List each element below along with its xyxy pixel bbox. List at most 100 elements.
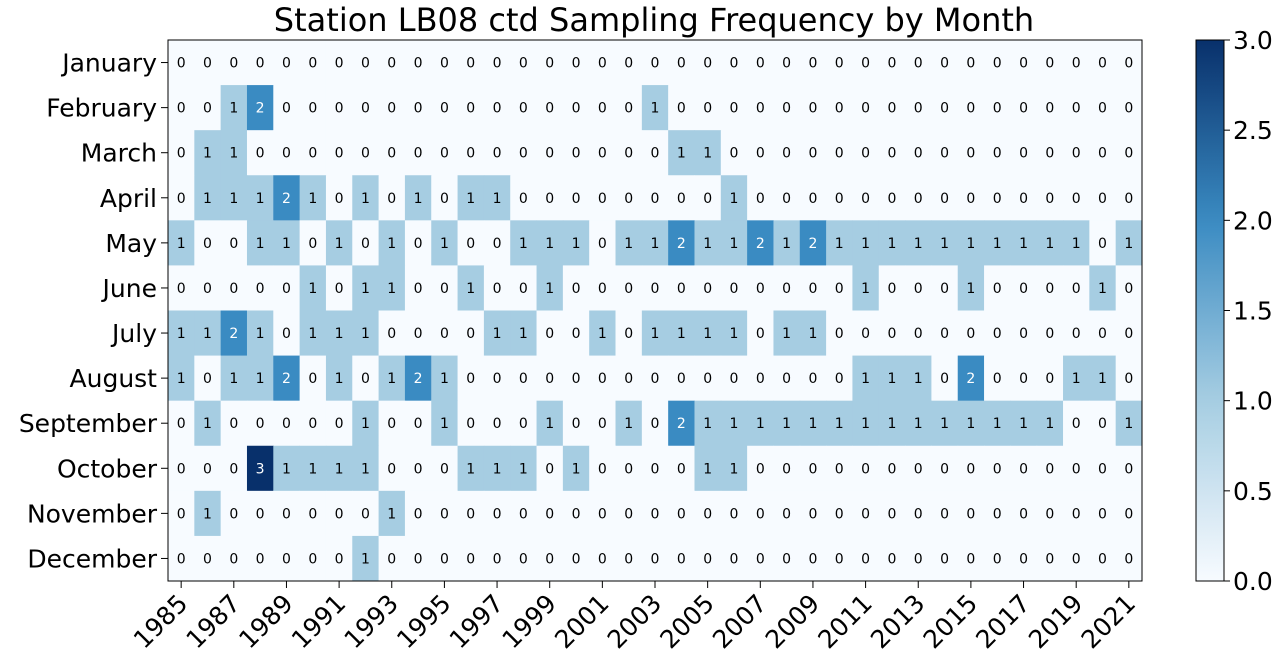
heatmap-cell <box>536 490 564 537</box>
cell-value-label: 1 <box>519 326 528 342</box>
cell-value-label: 0 <box>203 101 212 117</box>
cell-value-label: 0 <box>466 101 475 117</box>
heatmap-cell <box>773 490 801 537</box>
cell-value-label: 1 <box>229 146 238 162</box>
cell-value-label: 0 <box>730 281 739 297</box>
x-tick-label: 2019 <box>1023 589 1088 654</box>
heatmap-cell <box>1036 535 1064 582</box>
colorbar-tick-label: 0.0 <box>1233 567 1273 596</box>
cell-value-label: 0 <box>519 146 528 162</box>
heatmap-cell <box>984 130 1011 176</box>
cell-value-label: 0 <box>914 551 923 567</box>
cell-value-label: 0 <box>1098 146 1107 162</box>
cell-value-label: 0 <box>756 56 765 72</box>
heatmap-cell <box>668 490 695 537</box>
heatmap-cell <box>878 85 906 131</box>
heatmap-cell <box>299 220 327 266</box>
heatmap-cell <box>325 130 353 176</box>
cell-value-label: 1 <box>914 236 923 252</box>
heatmap-cell <box>826 85 853 131</box>
heatmap-cell <box>220 220 248 266</box>
heatmap-cell <box>352 220 379 266</box>
cell-value-label: 2 <box>808 236 817 252</box>
cell-value-label: 1 <box>440 371 449 387</box>
heatmap-cell <box>641 400 669 447</box>
heatmap-cell <box>299 445 327 492</box>
heatmap-cell <box>773 40 801 86</box>
x-tick-label: 1999 <box>496 589 561 654</box>
cell-value-label: 1 <box>861 281 870 297</box>
cell-value-label: 0 <box>808 371 817 387</box>
cell-value-label: 1 <box>703 461 712 477</box>
heatmap-cell <box>905 130 932 176</box>
colorbar-tick-label: 1.0 <box>1233 387 1273 416</box>
cell-value-label: 0 <box>1098 461 1107 477</box>
colorbar-gradient <box>1195 39 1225 582</box>
cell-value-label: 2 <box>282 371 291 387</box>
cell-value-label: 2 <box>756 236 765 252</box>
heatmap-cell <box>194 265 222 311</box>
cell-value-label: 0 <box>703 506 712 522</box>
cell-value-label: 0 <box>572 371 581 387</box>
cell-value-label: 0 <box>677 506 686 522</box>
heatmap-cell <box>720 400 748 447</box>
heatmap-cell <box>483 265 511 311</box>
cell-value-label: 0 <box>308 101 317 117</box>
cell-value-label: 1 <box>203 506 212 522</box>
cell-value-label: 0 <box>440 326 449 342</box>
heatmap-cell <box>668 40 695 86</box>
heatmap-cell <box>905 175 932 221</box>
heatmap-cell <box>220 85 248 131</box>
cell-value-label: 1 <box>414 191 423 207</box>
cell-value-label: 0 <box>703 371 712 387</box>
heatmap-cell <box>957 175 985 221</box>
cell-value-label: 1 <box>887 416 896 432</box>
cell-value-label: 0 <box>808 56 817 72</box>
heatmap-cell <box>957 400 985 447</box>
cell-value-label: 0 <box>914 326 923 342</box>
heatmap-cell <box>273 220 301 266</box>
cell-value-label: 0 <box>624 56 633 72</box>
heatmap-cell <box>1089 490 1117 537</box>
cell-value-label: 0 <box>493 551 502 567</box>
heatmap-cell <box>1115 490 1143 537</box>
heatmap-cell <box>747 220 774 266</box>
cell-value-label: 0 <box>203 236 212 252</box>
heatmap-cell <box>194 310 222 356</box>
heatmap-cell <box>483 175 511 221</box>
cell-value-label: 1 <box>940 416 949 432</box>
heatmap-cell <box>378 265 406 311</box>
heatmap-cell <box>168 265 195 311</box>
cell-value-label: 0 <box>335 101 344 117</box>
cell-value-label: 0 <box>308 506 317 522</box>
cell-value-label: 0 <box>440 551 449 567</box>
heatmap-cell <box>562 445 590 492</box>
cell-value-label: 0 <box>756 191 765 207</box>
cell-value-label: 0 <box>730 101 739 117</box>
cell-value-label: 1 <box>335 236 344 252</box>
cell-value-label: 0 <box>887 146 896 162</box>
cell-value-label: 0 <box>730 551 739 567</box>
heatmap-cell <box>273 85 301 131</box>
cell-value-label: 0 <box>835 326 844 342</box>
heatmap-cell <box>799 40 827 86</box>
cell-value-label: 0 <box>414 506 423 522</box>
cell-value-label: 1 <box>966 281 975 297</box>
cell-value-label: 0 <box>361 506 370 522</box>
heatmap-cell <box>694 445 722 492</box>
heatmap-cell <box>1115 175 1143 221</box>
cell-value-label: 0 <box>519 551 528 567</box>
y-tick-label: September <box>19 409 158 438</box>
heatmap-cell <box>931 265 959 311</box>
heatmap-cell <box>352 445 379 492</box>
cell-value-label: 1 <box>545 281 554 297</box>
heatmap-cell <box>1115 535 1143 582</box>
cell-value-label: 0 <box>782 56 791 72</box>
heatmap-cell <box>826 355 853 402</box>
heatmap-cell <box>246 445 274 492</box>
cell-value-label: 1 <box>177 236 186 252</box>
cell-value-label: 0 <box>335 551 344 567</box>
y-tick-label: August <box>70 364 158 393</box>
cell-value-label: 0 <box>835 551 844 567</box>
cell-value-label: 0 <box>493 146 502 162</box>
